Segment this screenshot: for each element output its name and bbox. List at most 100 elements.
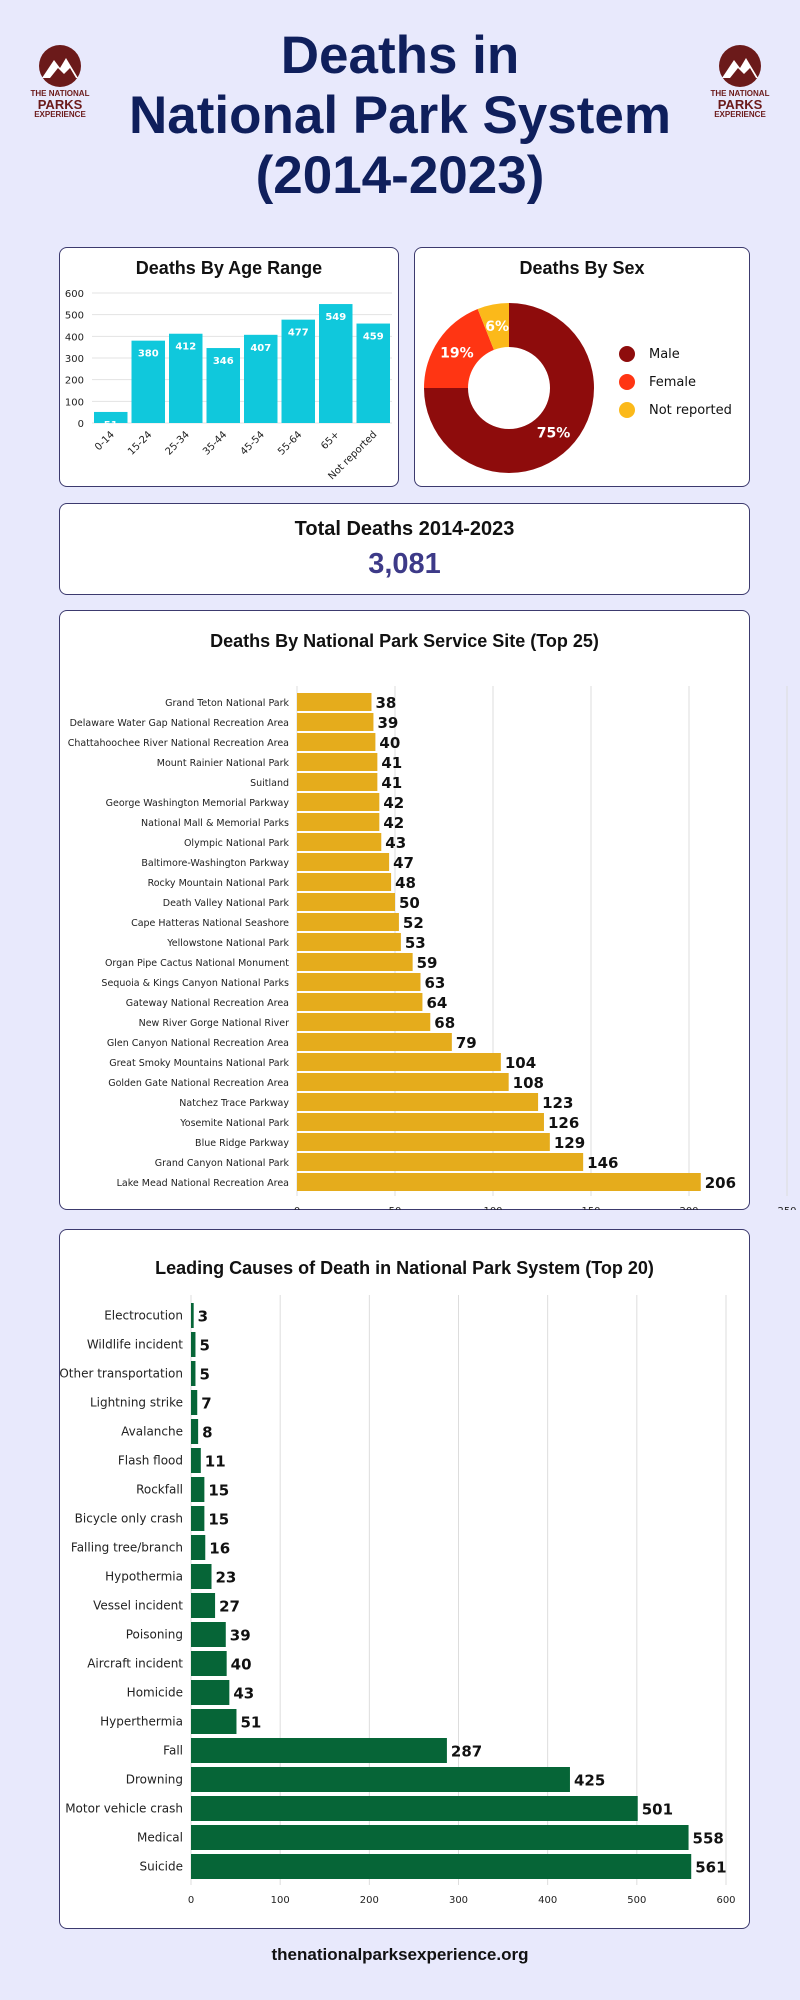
bar	[297, 1033, 452, 1051]
bar	[191, 1796, 638, 1821]
data-label: 51	[240, 1714, 261, 1732]
slice-label: 19%	[440, 346, 474, 362]
x-tick-label: 150	[581, 1206, 600, 1210]
category-label: Motor vehicle crash	[65, 1802, 183, 1816]
logo-line1: THE NATIONAL	[710, 89, 770, 98]
slice-label: 75%	[537, 426, 571, 442]
category-label: Rocky Mountain National Park	[148, 878, 290, 889]
data-label: 425	[574, 1772, 605, 1790]
footer-url: thenationalparksexperience.org	[271, 1945, 529, 1964]
legend-label-male: Male	[649, 346, 680, 362]
total-deaths-card: Total Deaths 2014-2023 3,081	[59, 503, 750, 595]
not-reported-swatch	[619, 402, 635, 418]
category-label: Grand Canyon National Park	[155, 1158, 290, 1169]
data-label: 412	[175, 342, 196, 353]
category-label: Drowning	[126, 1773, 183, 1787]
data-label: 407	[250, 343, 271, 354]
bar	[191, 1767, 570, 1792]
bar	[191, 1332, 196, 1357]
category-label: Yosemite National Park	[179, 1118, 289, 1129]
category-label: Other transportation	[59, 1367, 183, 1381]
data-label: 27	[219, 1598, 240, 1616]
data-label: 51	[104, 420, 118, 431]
mountain-logo-icon	[719, 45, 761, 87]
y-tick-label: 100	[65, 397, 84, 408]
age-chart-title: Deaths By Age Range	[135, 258, 323, 278]
data-label: 11	[205, 1453, 226, 1471]
category-label: George Washington Memorial Parkway	[106, 798, 290, 809]
x-tick-label: 0-14	[93, 429, 117, 453]
data-label: 15	[208, 1482, 229, 1500]
legend-item-male: Male	[619, 340, 732, 368]
bar	[191, 1564, 212, 1589]
category-label: Lightning strike	[90, 1396, 183, 1410]
bar	[297, 1133, 550, 1151]
title-line-2: National Park System	[128, 86, 671, 145]
bar	[356, 323, 390, 423]
category-label: Suicide	[140, 1860, 184, 1874]
data-label: 5	[199, 1366, 209, 1384]
bar	[297, 1093, 539, 1111]
data-label: 40	[231, 1656, 252, 1674]
data-label: 50	[399, 894, 420, 912]
category-label: Sequoia & Kings Canyon National Parks	[101, 978, 289, 989]
y-tick-label: 0	[78, 419, 84, 430]
category-label: Vessel incident	[93, 1599, 183, 1613]
category-label: Hyperthermia	[100, 1715, 183, 1729]
data-label: 477	[288, 328, 309, 339]
data-label: 108	[513, 1074, 544, 1092]
logo-line2: PARKS	[37, 97, 83, 112]
y-tick-label: 200	[65, 376, 84, 387]
donut-slice	[477, 303, 509, 350]
bar	[191, 1506, 205, 1531]
data-label: 23	[216, 1569, 237, 1587]
logo-line3: EXPERIENCE	[34, 110, 86, 119]
x-tick-label: 250	[777, 1206, 796, 1210]
age-range-chart: 0 100 200 300 400 500 600 510-14 380 15-24 412 25-3…	[65, 289, 392, 482]
bar	[297, 893, 395, 911]
data-label: 146	[587, 1154, 618, 1172]
bar	[191, 1448, 201, 1473]
data-label: 558	[693, 1830, 724, 1848]
x-tick-label: 45-54	[239, 429, 267, 457]
category-label: Rockfall	[136, 1483, 183, 1497]
legend-label-not-reported: Not reported	[649, 402, 732, 418]
bar	[297, 753, 378, 771]
category-label: Mount Rainier National Park	[157, 758, 290, 769]
x-tick-label: 200	[360, 1895, 379, 1906]
bar	[94, 411, 128, 423]
cause-bar-chart: 0 100 200 300 400 500 600 Electrocution 3 Wildlif…	[59, 1295, 736, 1906]
x-tick-label: 100	[271, 1895, 290, 1906]
bar	[191, 1477, 205, 1502]
bar	[297, 773, 378, 791]
category-label: Poisoning	[126, 1628, 183, 1642]
data-label: 43	[233, 1685, 254, 1703]
x-tick-label: 0	[188, 1895, 194, 1906]
y-tick-label: 600	[65, 289, 84, 300]
data-label: 39	[377, 714, 398, 732]
category-label: Cape Hatteras National Seashore	[131, 918, 289, 929]
category-label: Olympic National Park	[184, 838, 290, 849]
female-swatch	[619, 374, 635, 390]
category-label: Avalanche	[121, 1425, 183, 1439]
category-label: Falling tree/branch	[71, 1541, 183, 1555]
data-label: 42	[383, 814, 404, 832]
x-tick-label: 100	[483, 1206, 502, 1210]
bar	[297, 973, 421, 991]
logo-right: THE NATIONAL PARKS EXPERIENCE	[708, 42, 772, 128]
male-swatch	[619, 346, 635, 362]
donut-slice	[424, 303, 594, 473]
bar	[297, 1013, 431, 1031]
bar	[297, 873, 392, 891]
bar	[191, 1622, 226, 1647]
data-label: 549	[325, 312, 346, 323]
data-label: 459	[363, 332, 384, 343]
bar	[191, 1651, 227, 1676]
category-label: Death Valley National Park	[163, 898, 290, 909]
x-tick-label: 65+	[319, 429, 342, 452]
x-tick-label: 25-34	[164, 429, 192, 457]
x-tick-label: 15-24	[126, 429, 154, 457]
bar	[244, 334, 278, 423]
bar	[191, 1854, 692, 1879]
data-label: 79	[456, 1034, 477, 1052]
